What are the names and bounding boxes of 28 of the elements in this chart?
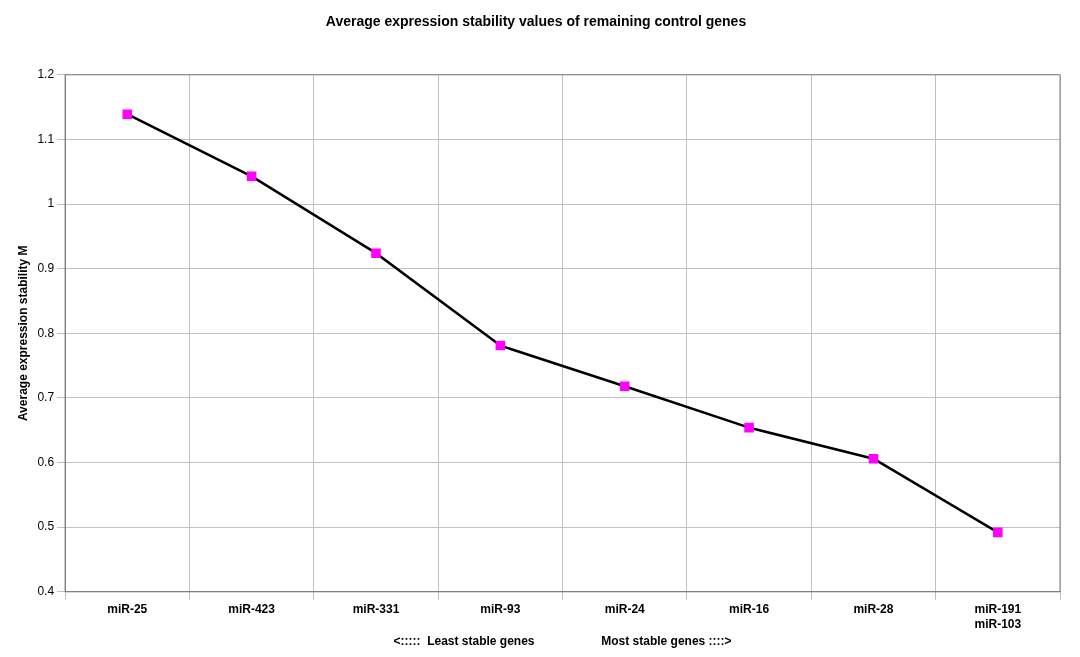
point — [993, 527, 1003, 538]
y-tick-label: 1 — [47, 196, 55, 211]
point — [371, 248, 381, 258]
point — [744, 422, 754, 433]
x-axis-title: <::::: Least stable genes Most stable genes ::::> — [393, 634, 732, 649]
y-tick-label: 1.2 — [37, 67, 55, 82]
point — [868, 453, 879, 464]
y-tick-label: 0.5 — [37, 519, 55, 534]
x-tick-label: miR-24 — [604, 602, 646, 617]
y-tick-label: 1.1 — [37, 131, 55, 146]
point — [122, 109, 133, 120]
y-tick-label: 0.9 — [37, 260, 55, 275]
x-tick-label: miR-423 — [228, 602, 276, 617]
y-tick-label: 0.6 — [37, 454, 55, 469]
x-tick-label: miR-191 miR-103 — [974, 602, 1022, 631]
x-tick-label: miR-93 — [480, 602, 521, 617]
x-tick-label: miR-28 — [853, 602, 894, 617]
x-tick-label: miR-331 — [352, 602, 400, 617]
point — [619, 381, 630, 392]
point — [495, 340, 506, 351]
y-tick-label: 0.7 — [37, 390, 55, 405]
x-tick-label: miR-25 — [107, 602, 148, 617]
chart-title: Average expression stability values of remaining control genes — [325, 13, 747, 30]
x-tick-label: miR-16 — [729, 602, 770, 617]
y-axis-title: Average expression stability M — [15, 245, 30, 422]
y-tick-label: 0.8 — [37, 325, 55, 340]
y-tick-label: 0.4 — [37, 584, 55, 599]
point — [246, 171, 257, 182]
